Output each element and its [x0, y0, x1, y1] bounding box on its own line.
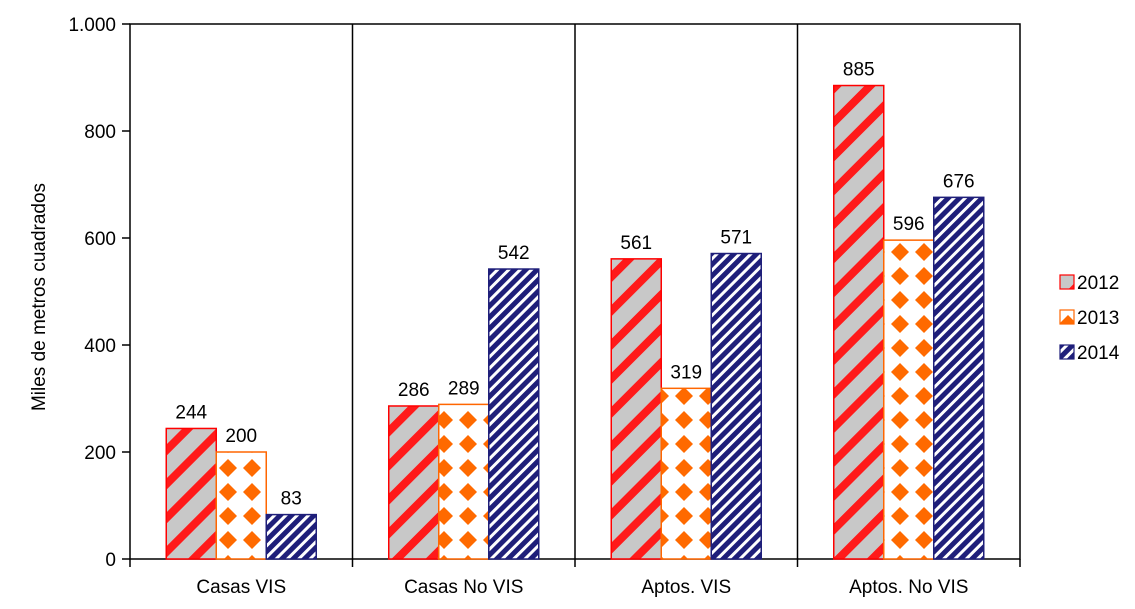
y-axis-title: Miles de metros cuadrados	[29, 183, 50, 411]
y-axis-label: Miles de metros cuadrados	[29, 183, 50, 411]
bar-2012-2	[610, 258, 662, 560]
data-label: 676	[943, 171, 975, 192]
data-label: 542	[498, 243, 530, 264]
bar-2014-0	[265, 513, 317, 560]
x-category-label: Aptos. VIS	[641, 577, 731, 598]
bar-2014-1	[488, 268, 540, 560]
legend-swatch-2012	[1059, 274, 1075, 290]
bars-group	[165, 84, 985, 560]
bar-2014-3	[933, 196, 985, 560]
bar-2012-3	[833, 84, 885, 560]
data-labels-group: 244 200 83 286 289 542 561 319 571 885 596 676	[175, 60, 974, 510]
bar-2012-0	[165, 427, 217, 560]
data-label: 286	[398, 380, 430, 401]
y-tick-label: 800	[84, 122, 116, 143]
bar-2013-2	[660, 387, 712, 560]
data-label: 200	[225, 426, 257, 447]
data-label: 83	[281, 489, 302, 510]
x-axis: Casas VIS Casas No VIS Aptos. VIS Aptos. No…	[129, 24, 1021, 598]
x-category-label: Aptos. No VIS	[849, 577, 968, 598]
data-label: 571	[720, 228, 752, 249]
legend-label-2012: 2012	[1077, 273, 1119, 294]
y-tick-label: 0	[105, 550, 116, 571]
y-tick-label: 1.000	[68, 15, 116, 36]
data-label: 885	[843, 60, 875, 81]
data-label: 319	[670, 362, 702, 383]
bar-2013-0	[215, 451, 267, 560]
x-category-label: Casas VIS	[196, 577, 286, 598]
bar-2013-3	[883, 239, 935, 560]
legend: 2012 2013 2014	[1059, 273, 1120, 364]
data-label: 561	[620, 233, 652, 254]
bar-2013-1	[438, 403, 490, 560]
bar-2014-2	[710, 252, 762, 560]
data-label: 244	[175, 402, 207, 423]
data-label: 596	[893, 214, 925, 235]
y-tick-label: 600	[84, 229, 116, 250]
y-tick-label: 400	[84, 336, 116, 357]
legend-label-2013: 2013	[1077, 308, 1119, 329]
legend-label-2014: 2014	[1077, 343, 1120, 364]
legend-swatch-2014	[1059, 344, 1075, 360]
legend-swatch-2013	[1059, 309, 1075, 325]
x-category-label: Casas No VIS	[404, 577, 523, 598]
data-label: 289	[448, 378, 480, 399]
bar-2012-1	[388, 405, 440, 560]
y-tick-label: 200	[84, 443, 116, 464]
